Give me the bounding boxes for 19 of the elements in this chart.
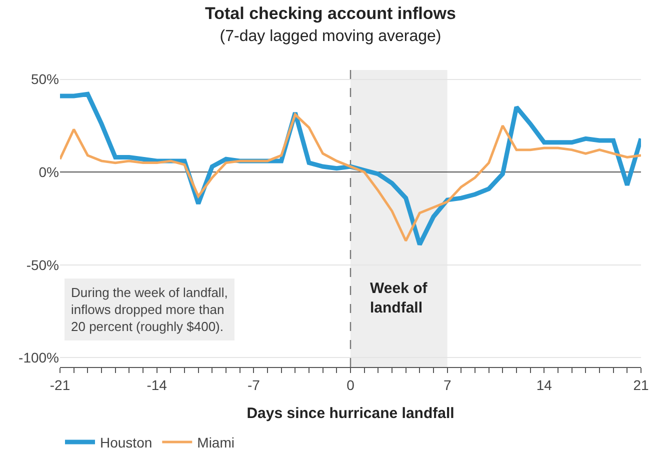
legend-label: Houston [100, 434, 152, 450]
y-tick-label: -100% [18, 350, 59, 366]
annotation: During the week of landfall, inflows dropped more than 20 percent (roughly $400). [71, 285, 228, 334]
x-tick-label: 7 [443, 376, 452, 393]
legend-label: Miami [197, 434, 234, 450]
band-label: Week of landfall [370, 280, 428, 316]
x-tick-label: 14 [536, 376, 552, 393]
x-tick-label: -7 [247, 376, 260, 393]
x-tick-label: -14 [146, 376, 168, 393]
chart-subtitle: (7-day lagged moving average) [220, 28, 442, 45]
x-tick-label: -21 [50, 376, 70, 393]
x-tick-label: 21 [633, 376, 649, 393]
y-tick-label: 0% [38, 164, 59, 180]
x-axis-title: Days since hurricane landfall [246, 404, 454, 422]
y-tick-label: 50% [30, 71, 59, 88]
chart-title: Total checking account inflows [205, 4, 456, 23]
y-tick-label: -50% [26, 256, 59, 273]
x-tick-label: 0 [346, 376, 355, 393]
line-series [60, 113, 641, 242]
